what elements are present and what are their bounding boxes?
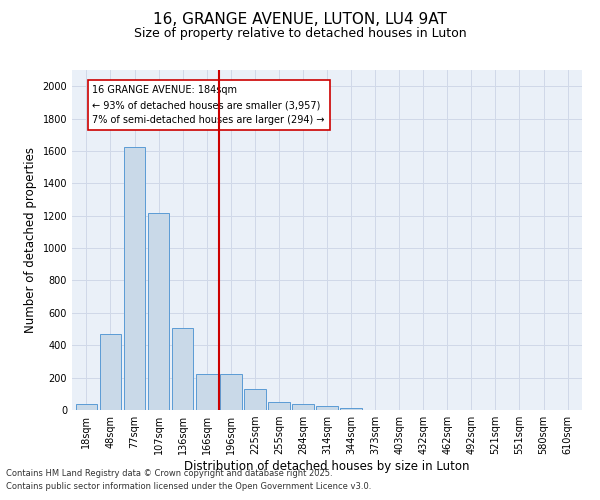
Bar xyxy=(220,374,242,410)
Text: Size of property relative to detached houses in Luton: Size of property relative to detached ho… xyxy=(134,28,466,40)
Bar xyxy=(244,389,266,410)
Y-axis label: Number of detached properties: Number of detached properties xyxy=(24,147,37,333)
Text: Contains public sector information licensed under the Open Government Licence v3: Contains public sector information licen… xyxy=(6,482,371,491)
Bar xyxy=(76,404,97,410)
Bar xyxy=(316,406,338,410)
Bar xyxy=(148,214,169,410)
Bar xyxy=(124,147,145,410)
Text: 16 GRANGE AVENUE: 184sqm
← 93% of detached houses are smaller (3,957)
7% of semi: 16 GRANGE AVENUE: 184sqm ← 93% of detach… xyxy=(92,86,325,125)
Bar xyxy=(100,334,121,410)
Bar xyxy=(268,402,290,410)
Bar xyxy=(196,374,218,410)
Text: 16, GRANGE AVENUE, LUTON, LU4 9AT: 16, GRANGE AVENUE, LUTON, LU4 9AT xyxy=(153,12,447,28)
Bar xyxy=(292,404,314,410)
X-axis label: Distribution of detached houses by size in Luton: Distribution of detached houses by size … xyxy=(184,460,470,473)
Text: Contains HM Land Registry data © Crown copyright and database right 2025.: Contains HM Land Registry data © Crown c… xyxy=(6,468,332,477)
Bar xyxy=(340,408,362,410)
Bar xyxy=(172,328,193,410)
